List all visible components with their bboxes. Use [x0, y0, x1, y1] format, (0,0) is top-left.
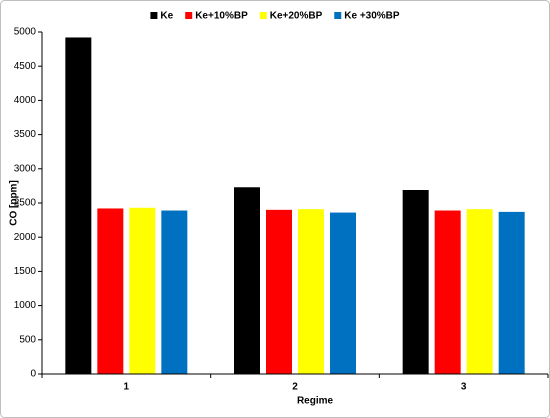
y-tick-label: 0: [30, 369, 36, 380]
y-tick-label: 500: [19, 334, 36, 345]
legend-label: Ke+10%BP: [195, 11, 248, 22]
legend-label: Ke+20%BP: [270, 11, 323, 22]
bar: [234, 187, 260, 374]
bar: [466, 209, 493, 374]
x-tick-label: 2: [292, 382, 298, 393]
x-tick-label: 1: [124, 382, 130, 393]
y-tick-label: 4500: [14, 61, 37, 72]
legend-swatch: [185, 12, 193, 19]
bar: [97, 208, 124, 374]
y-tick-label: 4000: [14, 95, 37, 106]
y-tick-label: 3500: [14, 129, 37, 140]
x-tick-label: 3: [461, 382, 467, 393]
y-tick-label: 2500: [14, 198, 37, 209]
bar: [402, 190, 429, 374]
x-axis-label: Regime: [297, 396, 334, 407]
legend-label: Ke +30%BP: [344, 11, 400, 22]
bar: [434, 210, 461, 374]
legend-label: Ke: [160, 11, 173, 22]
legend-swatch: [259, 12, 267, 19]
legend-swatch: [150, 12, 158, 19]
y-tick-label: 1000: [14, 300, 37, 311]
legend-swatch: [334, 12, 342, 19]
bar: [330, 212, 356, 374]
y-tick-label: 2000: [14, 232, 37, 243]
y-axis-label: CO [ppm]: [9, 180, 20, 226]
bar: [65, 37, 92, 375]
bar: [129, 207, 156, 374]
y-tick-label: 3000: [14, 163, 37, 174]
bar: [498, 211, 525, 374]
y-tick-label: 1500: [14, 266, 37, 277]
y-tick-label: 5000: [14, 27, 37, 38]
bar: [161, 210, 188, 374]
bar: [298, 209, 324, 374]
bar: [266, 209, 292, 374]
